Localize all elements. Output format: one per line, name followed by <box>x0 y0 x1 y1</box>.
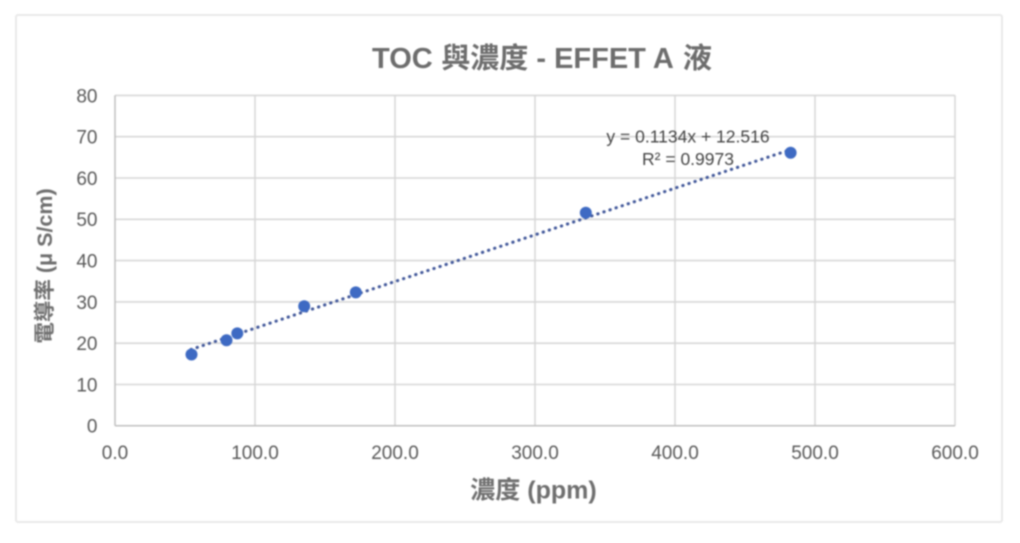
svg-text:(ppm): (ppm) <box>520 477 596 505</box>
svg-text:50: 50 <box>76 210 97 231</box>
svg-text:200.0: 200.0 <box>371 443 419 464</box>
svg-text:70: 70 <box>76 128 97 149</box>
svg-text:(μ S/cm): (μ S/cm) <box>33 188 57 279</box>
svg-text:600.0: 600.0 <box>931 443 979 464</box>
svg-text:400.0: 400.0 <box>651 443 699 464</box>
svg-text:20: 20 <box>76 334 97 355</box>
svg-text:40: 40 <box>76 252 97 273</box>
svg-text:300.0: 300.0 <box>511 443 559 464</box>
svg-text:y = 0.1134x + 12.516: y = 0.1134x + 12.516 <box>606 127 769 147</box>
svg-text:0: 0 <box>87 417 98 438</box>
svg-text:30: 30 <box>76 293 97 314</box>
svg-text:- EFFET A: - EFFET A <box>528 43 681 75</box>
svg-text:TOC: TOC <box>372 43 441 75</box>
svg-text:80: 80 <box>76 86 97 107</box>
svg-text:0.0: 0.0 <box>102 443 128 464</box>
svg-text:10: 10 <box>76 375 97 396</box>
svg-text:100.0: 100.0 <box>231 443 279 464</box>
svg-text:500.0: 500.0 <box>791 443 839 464</box>
svg-text:R² = 0.9973: R² = 0.9973 <box>642 149 734 169</box>
svg-text:60: 60 <box>76 169 97 190</box>
